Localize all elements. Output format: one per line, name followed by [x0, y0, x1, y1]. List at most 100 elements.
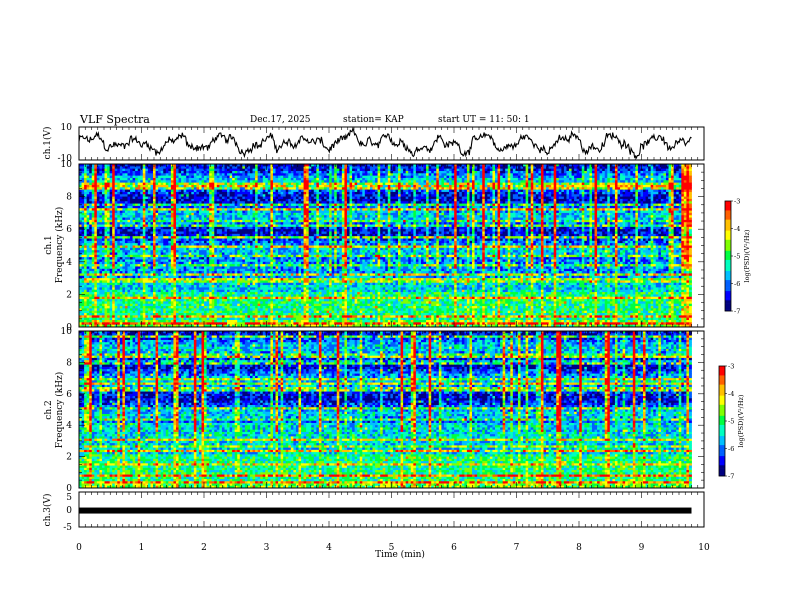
spectrogram-cell [553, 201, 557, 204]
spectrogram-cell [472, 180, 475, 184]
spectrogram-cell [216, 166, 220, 170]
spectrogram-cell [512, 166, 516, 170]
spectrogram-cell [474, 180, 478, 184]
spectrogram-cell [170, 187, 174, 191]
spectrogram-cell [492, 166, 496, 170]
spectrogram-cell [477, 208, 481, 211]
spectrogram-cell [369, 164, 373, 167]
spectrogram-cell [602, 187, 606, 191]
spectrogram-cell [438, 164, 442, 167]
spectrogram-cell [494, 203, 498, 207]
spectrogram-cell [255, 196, 259, 200]
spectrogram-cell [648, 205, 652, 209]
spectrogram-cell [459, 180, 463, 184]
spectrogram-cell [395, 194, 399, 197]
spectrogram-cell [614, 191, 618, 195]
spectrogram-cell [413, 196, 417, 200]
spectrogram-cell [364, 166, 368, 170]
spectrogram-cell [211, 203, 215, 207]
spectrogram-cell [359, 201, 363, 204]
spectrogram-cell [346, 184, 350, 188]
spectrogram-cell [617, 182, 621, 186]
spectrogram-cell [262, 189, 266, 193]
spectrogram-cell [640, 203, 644, 207]
spectrogram-cell [650, 182, 654, 186]
spectrogram-cell [369, 208, 373, 211]
spectrogram-cell [443, 191, 447, 195]
spectrogram-cell [385, 205, 389, 209]
spectrogram-cell [318, 175, 322, 179]
spectrogram-cell [247, 182, 251, 186]
spectrogram-cell [221, 175, 225, 179]
spectrogram-cell [510, 198, 514, 202]
spectrogram-cell [599, 175, 603, 179]
spectrogram-cell [579, 189, 583, 193]
spectrogram-cell [142, 182, 146, 186]
spectrogram-cell [660, 182, 664, 186]
spectrogram-cell [484, 208, 488, 211]
spectrogram-cell [257, 182, 261, 186]
spectrogram-cell [193, 180, 197, 184]
spectrogram-cell [168, 208, 172, 211]
spectrogram-cell [681, 191, 685, 195]
spectrogram-cell [533, 198, 537, 202]
spectrogram-cell [377, 166, 381, 170]
spectrogram-cell [668, 191, 672, 195]
spectrogram-cell [507, 191, 511, 195]
spectrogram-cell [433, 170, 437, 174]
spectrogram-cell [551, 208, 555, 211]
spectrogram-cell [96, 180, 100, 184]
spectrogram-cell [479, 208, 483, 211]
spectrogram-cell [290, 198, 294, 202]
spectrogram-cell [408, 205, 412, 209]
spectrogram-cell [604, 182, 608, 186]
spectrogram-cell [216, 187, 220, 191]
spectrogram-cell [413, 203, 417, 207]
spectrogram-cell [637, 196, 641, 200]
spectrogram-cell [451, 177, 455, 181]
spectrogram-cell [301, 170, 304, 174]
spectrogram-cell [239, 173, 243, 177]
spectrogram-cell [576, 175, 580, 179]
spectrogram-cell [589, 191, 593, 195]
spectrogram-cell [186, 196, 190, 200]
spectrogram-cell [163, 194, 167, 197]
spectrogram-cell [318, 170, 322, 174]
spectrogram-cell [326, 201, 330, 204]
spectrogram-cell [625, 166, 629, 170]
spectrogram-cell [543, 203, 547, 207]
spectrogram-cell [173, 198, 177, 202]
spectrogram-cell [454, 203, 458, 207]
spectrogram-cell [362, 203, 366, 207]
spectrogram-cell [602, 203, 606, 207]
spectrogram-cell [517, 205, 521, 209]
spectrogram-cell [410, 170, 414, 174]
spectrogram-cell [283, 205, 287, 209]
spectrogram-cell [262, 205, 266, 209]
spectrogram-cell [668, 187, 672, 191]
spectrogram-cell [349, 170, 353, 174]
spectrogram-cell [341, 187, 345, 191]
spectrogram-cell [209, 205, 213, 209]
spectrogram-cell [632, 177, 636, 181]
spectrogram-cell [290, 177, 294, 181]
spectrogram-cell [553, 198, 557, 202]
spectrogram-cell [479, 166, 483, 170]
spectrogram-cell [553, 175, 557, 179]
spectrogram-cell [489, 166, 493, 170]
spectrogram-cell [272, 182, 276, 186]
spectrogram-cell [209, 170, 213, 174]
spectrogram-cell [112, 168, 116, 172]
spectrogram-cell [665, 182, 669, 186]
spectrogram-cell [663, 168, 667, 172]
spectrogram-cell [354, 189, 358, 193]
spectrogram-cell [221, 164, 225, 167]
spectrogram-cell [528, 182, 532, 186]
spectrogram-cell [507, 203, 511, 207]
spectrogram-cell [99, 191, 103, 195]
spectrogram-cell [505, 203, 509, 207]
spectrogram-cell [204, 177, 207, 181]
spectrogram-cell [331, 177, 335, 181]
spectrogram-cell [431, 196, 435, 200]
spectrogram-cell [198, 205, 202, 209]
